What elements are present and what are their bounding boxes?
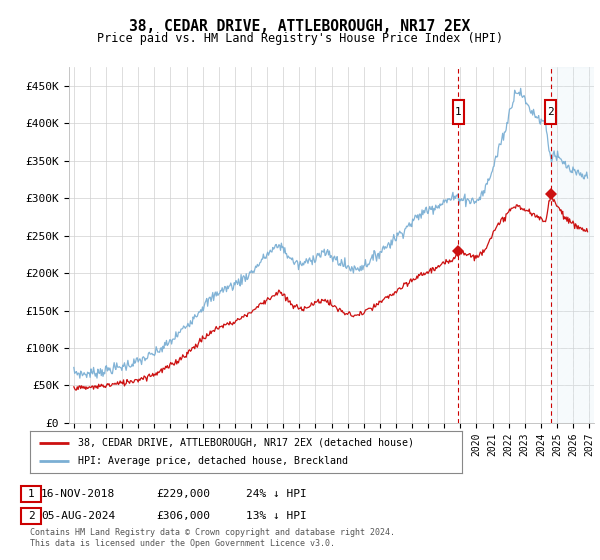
Text: £306,000: £306,000 xyxy=(156,511,210,521)
Text: Price paid vs. HM Land Registry's House Price Index (HPI): Price paid vs. HM Land Registry's House … xyxy=(97,32,503,45)
Text: 2: 2 xyxy=(547,107,554,117)
Text: 38, CEDAR DRIVE, ATTLEBOROUGH, NR17 2EX: 38, CEDAR DRIVE, ATTLEBOROUGH, NR17 2EX xyxy=(130,19,470,34)
Text: Contains HM Land Registry data © Crown copyright and database right 2024.
This d: Contains HM Land Registry data © Crown c… xyxy=(30,528,395,548)
Text: 1: 1 xyxy=(28,489,35,499)
FancyBboxPatch shape xyxy=(453,100,464,124)
Text: 38, CEDAR DRIVE, ATTLEBOROUGH, NR17 2EX (detached house): 38, CEDAR DRIVE, ATTLEBOROUGH, NR17 2EX … xyxy=(77,438,413,448)
Text: 2: 2 xyxy=(28,511,35,521)
Bar xyxy=(551,67,597,423)
Text: HPI: Average price, detached house, Breckland: HPI: Average price, detached house, Brec… xyxy=(77,456,347,466)
Text: 13% ↓ HPI: 13% ↓ HPI xyxy=(245,511,307,521)
Text: 16-NOV-2018: 16-NOV-2018 xyxy=(41,489,115,499)
Text: £229,000: £229,000 xyxy=(156,489,210,499)
Text: 1: 1 xyxy=(455,107,462,117)
Text: 05-AUG-2024: 05-AUG-2024 xyxy=(41,511,115,521)
Bar xyxy=(551,67,597,423)
FancyBboxPatch shape xyxy=(545,100,556,124)
Text: 24% ↓ HPI: 24% ↓ HPI xyxy=(245,489,307,499)
